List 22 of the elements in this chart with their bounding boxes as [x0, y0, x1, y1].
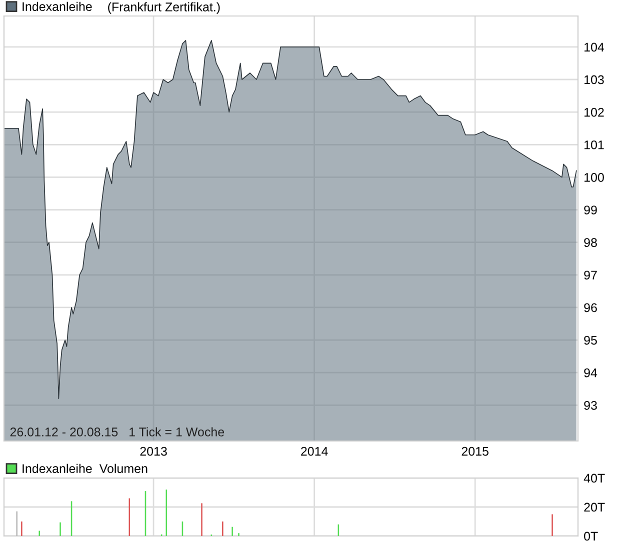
x-tick-label: 2014: [301, 446, 328, 456]
legend-label: Indexanleihe Volumen: [22, 464, 148, 474]
y-tick-label: 95: [584, 336, 597, 345]
x-tick-label: 2013: [140, 446, 167, 456]
y-tick-label: 0T: [584, 532, 598, 541]
y-tick-label: 93: [584, 400, 597, 410]
y-tick-label: 20T: [584, 502, 605, 512]
legend-label: Indexanleihe: [22, 2, 92, 12]
y-tick-label: 102: [584, 108, 604, 117]
y-tick-label: 101: [584, 140, 604, 150]
y-tick-label: 96: [584, 303, 597, 312]
y-tick-label: 103: [584, 75, 604, 84]
y-tick-label: 100: [584, 173, 604, 182]
y-tick-label: 98: [584, 238, 597, 247]
y-tick-label: 99: [584, 206, 597, 214]
y-tick-label: 104: [584, 42, 604, 52]
y-tick-label: 97: [584, 270, 597, 280]
annotation: 26.01.12 - 20.08.15 1 Tick = 1 Woche: [10, 427, 224, 436]
chart-subtitle: (Frankfurt Zertifikat.): [108, 2, 220, 14]
y-tick-label: 40T: [584, 474, 605, 483]
x-tick-label: 2015: [462, 446, 488, 456]
y-tick-label: 94: [584, 368, 598, 378]
